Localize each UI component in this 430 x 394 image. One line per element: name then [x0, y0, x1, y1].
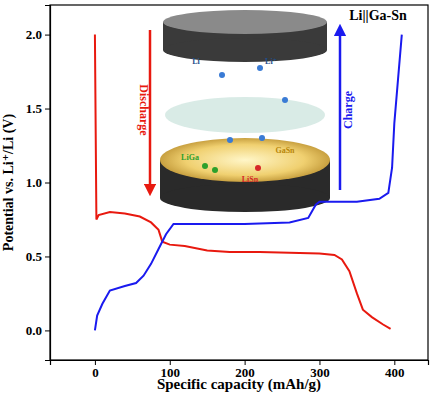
li-label: Li [192, 57, 200, 66]
charge-label: Charge [341, 90, 355, 129]
plot-frame [50, 5, 428, 360]
inset-diagram [150, 10, 340, 212]
y-tick: 0.0 [26, 323, 50, 338]
y-tick-label: 0.0 [26, 323, 42, 338]
y-tick-label: 1.5 [26, 101, 43, 116]
x-tick-label: 400 [385, 365, 405, 380]
y-tick: 0.5 [26, 249, 50, 264]
series-line [95, 35, 391, 329]
separator [165, 97, 325, 133]
y-tick-label: 0.5 [26, 249, 43, 264]
lisn-label: LiSn [242, 175, 259, 184]
y-tick: 1.5 [26, 101, 50, 116]
x-tick-label: 0 [92, 365, 99, 380]
series-line [95, 35, 402, 331]
y-tick-mark [45, 330, 50, 331]
li-ga-particle [202, 163, 208, 169]
y-tick-label: 1.0 [26, 175, 42, 190]
ion [282, 97, 288, 103]
x-axis-title: Specific capacity (mAh/g) [157, 376, 321, 393]
y-tick-mark [45, 256, 50, 257]
li-top [163, 10, 327, 34]
ion [257, 65, 263, 71]
chart: 01002003004000.00.51.01.52.0Specific cap… [0, 0, 430, 394]
ion [227, 137, 233, 143]
electrode-base [160, 184, 330, 212]
y-axis-title: Potential vs. Li⁺/Li (V) [1, 114, 17, 252]
discharge-label: Discharge [137, 84, 151, 136]
y-tick-mark [45, 35, 50, 36]
liga-label: LiGa [181, 153, 199, 162]
y-tick: 2.0 [26, 27, 50, 42]
li-ion-label: Li⁺ [265, 57, 277, 66]
cell-label: Li||Ga-Sn [349, 8, 407, 23]
li-sn-particle [255, 165, 261, 171]
gasn-label: GaSn [275, 146, 295, 155]
plot-area [95, 35, 402, 331]
y-axis-line [45, 6, 51, 361]
y-tick-mark [45, 183, 50, 184]
ion [219, 72, 225, 78]
li-ga-particle [212, 167, 218, 173]
x-tick: 0 [92, 360, 99, 380]
ion [259, 135, 265, 141]
y-tick-label: 2.0 [26, 27, 42, 42]
x-tick: 400 [385, 360, 405, 380]
y-axis: 0.0 0.5 1.0 1.5 2.0 [26, 6, 51, 361]
y-tick-mark [45, 109, 50, 110]
li-base [163, 38, 327, 62]
y-tick: 1.0 [26, 175, 50, 190]
